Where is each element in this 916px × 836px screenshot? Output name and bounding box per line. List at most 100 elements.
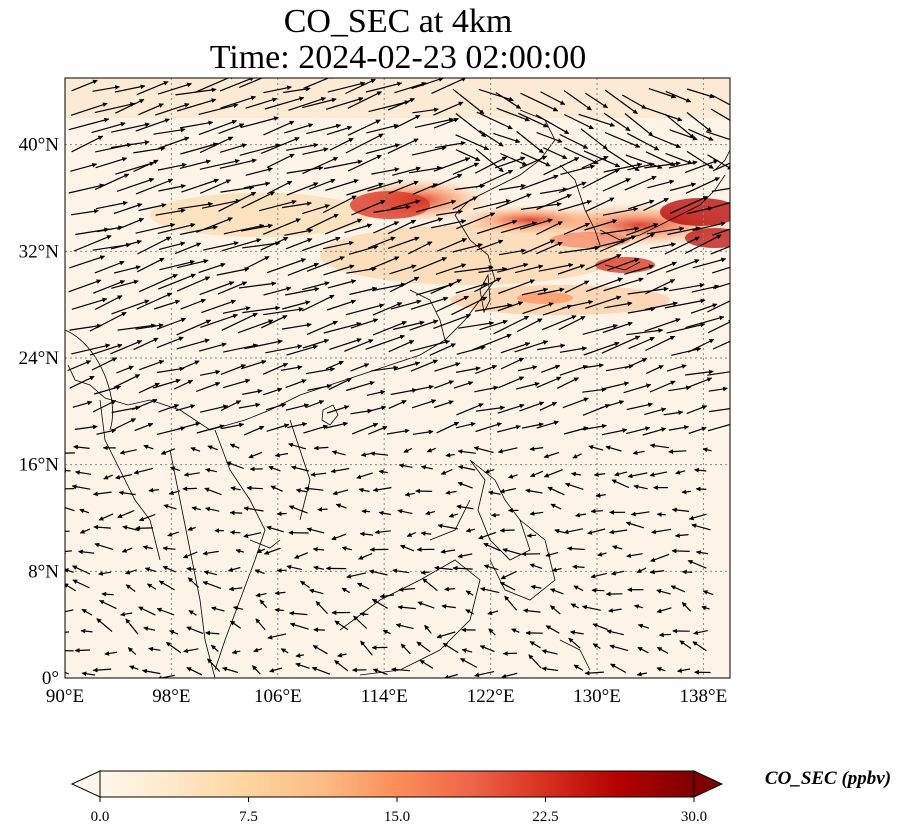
wind-arrow	[139, 360, 165, 371]
wind-arrow	[243, 425, 265, 436]
wind-arrow	[113, 203, 143, 215]
wind-arrow	[693, 630, 708, 636]
wind-arrow	[241, 359, 267, 370]
wind-arrow	[200, 179, 232, 194]
wind-arrow	[127, 647, 137, 656]
wind-arrow	[135, 118, 170, 132]
wind-arrow	[89, 343, 123, 356]
wind-arrow	[259, 599, 268, 608]
wind-arrow	[347, 154, 382, 172]
wind-arrow	[622, 94, 647, 110]
wind-arrow	[179, 360, 200, 370]
wind-arrow	[541, 666, 559, 672]
wind-arrow	[265, 402, 287, 411]
wind-arrow	[265, 344, 303, 354]
wind-arrow	[433, 157, 471, 172]
wind-arrow	[281, 201, 312, 209]
wind-arrow	[326, 299, 357, 311]
wind-arrow	[263, 387, 283, 396]
wind-arrow	[567, 546, 585, 551]
wind-arrow	[301, 294, 335, 312]
wind-arrow	[261, 315, 288, 329]
wind-arrow	[502, 548, 522, 556]
wind-arrow	[113, 265, 141, 274]
wind-arrow	[475, 422, 502, 433]
wind-arrow	[537, 343, 566, 351]
wind-arrow	[564, 113, 594, 130]
wind-arrow	[675, 470, 686, 475]
wind-arrow	[455, 366, 481, 373]
wind-arrow	[92, 491, 112, 497]
wind-arrow	[496, 107, 530, 122]
wind-arrow	[136, 257, 165, 273]
wind-arrow	[436, 631, 456, 639]
wind-arrow	[625, 223, 659, 236]
wind-arrow	[498, 376, 525, 389]
wind-arrow	[614, 471, 628, 477]
wind-arrow	[536, 131, 563, 143]
wind-arrow	[476, 405, 506, 412]
wind-arrow	[430, 279, 462, 295]
wind-arrow	[95, 200, 128, 210]
wind-arrow	[419, 659, 434, 669]
wind-arrow	[669, 196, 708, 214]
wind-arrow	[520, 92, 559, 112]
wind-arrow	[626, 553, 643, 559]
wind-arrow	[302, 281, 330, 291]
wind-arrow	[133, 337, 159, 351]
wind-arrow	[135, 178, 174, 195]
wind-arrow	[327, 279, 357, 289]
wind-arrow	[456, 504, 474, 510]
wind-arrow	[110, 340, 143, 355]
wind-arrow	[644, 318, 681, 332]
wind-arrow	[219, 78, 255, 92]
wind-arrow	[645, 107, 683, 122]
wind-arrow	[410, 296, 449, 310]
wind-arrow	[373, 204, 411, 213]
wind-arrow	[430, 219, 467, 229]
wind-arrow	[186, 626, 204, 635]
wind-arrow	[648, 88, 677, 99]
wind-arrow	[645, 279, 676, 295]
wind-arrow	[210, 644, 219, 652]
wind-arrow	[311, 666, 331, 675]
wind-arrow	[175, 404, 196, 412]
wind-arrow	[601, 428, 628, 436]
wind-arrow	[681, 569, 693, 575]
wind-arrow	[518, 112, 549, 128]
wind-arrow	[599, 235, 637, 253]
wind-arrow	[280, 648, 289, 654]
wind-arrow	[198, 119, 238, 136]
lon-tick-label: 138°E	[680, 686, 728, 707]
wind-arrow	[645, 301, 678, 311]
wind-arrow	[491, 512, 500, 518]
wind-arrow	[325, 360, 344, 370]
wind-arrow	[610, 663, 627, 674]
wind-arrow	[346, 381, 375, 392]
wind-arrow	[475, 148, 504, 173]
wind-arrow	[538, 262, 574, 272]
wind-arrow	[556, 377, 579, 389]
wind-arrow	[378, 510, 391, 516]
wind-arrow	[390, 299, 422, 310]
wind-arrow	[688, 128, 714, 141]
wind-arrow	[610, 570, 625, 576]
wind-arrow	[350, 318, 379, 329]
wind-arrow	[372, 282, 406, 292]
wind-arrow	[337, 652, 347, 658]
wind-arrow	[180, 298, 206, 310]
wind-arrow	[158, 184, 186, 192]
wind-arrow	[440, 468, 453, 475]
wind-arrow	[649, 443, 670, 449]
wind-arrow	[500, 221, 538, 234]
wind-arrow	[348, 244, 379, 255]
wind-arrow	[392, 320, 425, 331]
wind-arrow	[262, 218, 301, 235]
wind-arrow	[240, 223, 273, 232]
wind-arrow	[374, 529, 391, 535]
wind-arrow	[138, 606, 156, 616]
wind-arrow	[435, 263, 467, 275]
wind-arrow	[179, 120, 214, 129]
wind-arrow	[409, 384, 434, 392]
wind-arrow	[563, 146, 599, 165]
